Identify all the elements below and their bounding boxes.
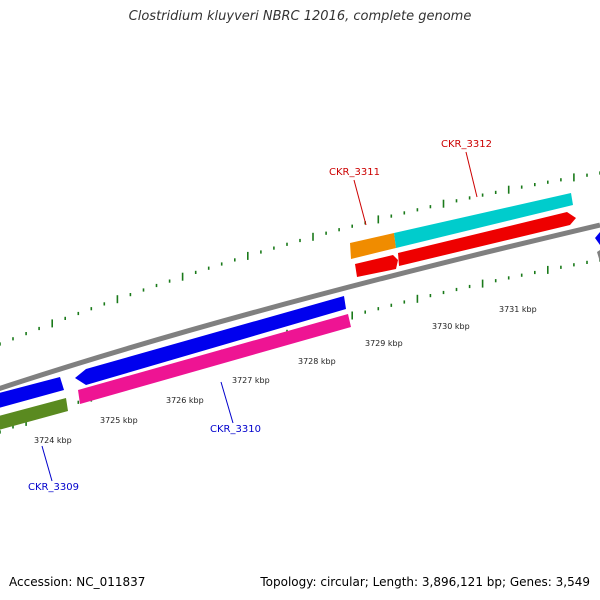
gene-feature-pink[interactable] (78, 314, 351, 404)
scale-label: 3730 kbp (432, 322, 470, 331)
scale-label: 3729 kbp (365, 339, 403, 348)
gene-feature-red-small[interactable] (355, 255, 398, 277)
scale-label: 3731 kbp (499, 305, 537, 314)
inner-tick-track (0, 258, 600, 434)
leader-line-ckr-3312 (465, 151, 478, 198)
gene-label-ckr-3311: CKR_3311 (329, 167, 380, 178)
cds-feature-orange[interactable] (350, 233, 396, 259)
scale-label: 3725 kbp (100, 416, 138, 425)
scale-label: 3724 kbp (34, 436, 72, 445)
leader-line-ckr-3310 (220, 381, 234, 424)
gene-feature-olive[interactable] (0, 398, 68, 431)
gene-feature-red[interactable] (398, 212, 576, 266)
outer-tick-track (0, 171, 600, 346)
accession-text: Accession: NC_011837 (9, 575, 146, 589)
gene-label-ckr-3312: CKR_3312 (441, 139, 492, 150)
gene-feature-blue[interactable] (75, 296, 346, 385)
genome-backbone (0, 222, 600, 391)
cds-feature-cyan[interactable] (394, 193, 573, 248)
gene-feature-blue-left[interactable] (0, 377, 64, 409)
scale-label: 3726 kbp (166, 396, 204, 405)
map-title: Clostridium kluyveri NBRC 12016, complet… (128, 9, 472, 24)
genome-stats-text: Topology: circular; Length: 3,896,121 bp… (260, 575, 590, 589)
leader-line-ckr-3309 (41, 445, 53, 482)
gene-feature-blue-right[interactable] (595, 232, 600, 245)
scale-label: 3728 kbp (298, 357, 336, 366)
gene-label-ckr-3309: CKR_3309 (28, 482, 79, 493)
scale-label: 3727 kbp (232, 376, 270, 385)
gene-label-ckr-3310: CKR_3310 (210, 424, 261, 435)
genome-backbone-right (597, 250, 600, 262)
leader-line-ckr-3311 (353, 179, 367, 226)
